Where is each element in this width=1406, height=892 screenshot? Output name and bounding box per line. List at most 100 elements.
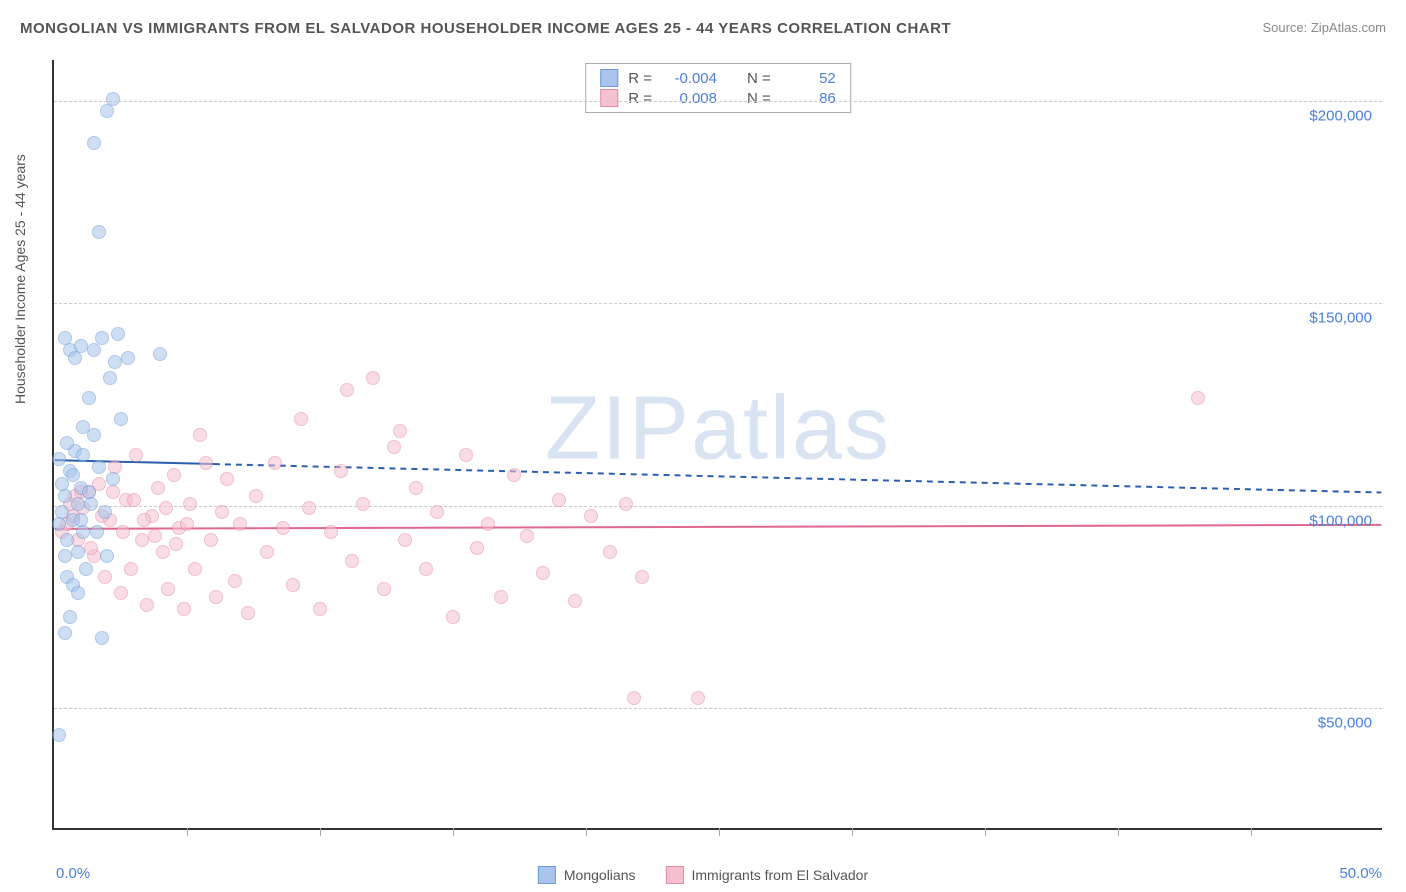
data-point — [159, 501, 173, 515]
data-point — [220, 472, 234, 486]
data-point — [76, 525, 90, 539]
y-tick-label: $150,000 — [1309, 310, 1372, 327]
gridline — [54, 303, 1382, 304]
data-point — [393, 424, 407, 438]
series-b-r: 0.008 — [662, 90, 717, 107]
data-point — [180, 517, 194, 531]
data-point — [324, 525, 338, 539]
data-point — [82, 391, 96, 405]
data-point — [68, 351, 82, 365]
data-point — [82, 485, 96, 499]
data-point — [100, 549, 114, 563]
data-point — [286, 578, 300, 592]
trend-lines — [54, 60, 1382, 828]
data-point — [536, 566, 550, 580]
data-point — [87, 343, 101, 357]
data-point — [90, 525, 104, 539]
data-point — [52, 452, 66, 466]
data-point — [151, 481, 165, 495]
data-point — [135, 533, 149, 547]
data-point — [106, 485, 120, 499]
x-tick — [985, 828, 986, 836]
data-point — [161, 582, 175, 596]
data-point — [294, 412, 308, 426]
data-point — [60, 533, 74, 547]
data-point — [106, 92, 120, 106]
r-label: R = — [628, 90, 652, 107]
data-point — [568, 594, 582, 608]
data-point — [100, 104, 114, 118]
data-point — [71, 497, 85, 511]
x-tick — [1118, 828, 1119, 836]
data-point — [619, 497, 633, 511]
data-point — [79, 562, 93, 576]
data-point — [153, 347, 167, 361]
r-label: R = — [628, 70, 652, 87]
y-axis-label: Householder Income Ages 25 - 44 years — [12, 154, 28, 404]
scatter-chart: ZIPatlas R = -0.004 N = 52 R = 0.008 N =… — [52, 60, 1382, 830]
data-point — [188, 562, 202, 576]
data-point — [58, 626, 72, 640]
data-point — [55, 477, 69, 491]
gridline — [54, 506, 1382, 507]
data-point — [74, 339, 88, 353]
data-point — [430, 505, 444, 519]
data-point — [95, 631, 109, 645]
n-label: N = — [747, 90, 771, 107]
data-point — [87, 428, 101, 442]
data-point — [507, 468, 521, 482]
data-point — [58, 549, 72, 563]
data-point — [233, 517, 247, 531]
series-a-swatch-icon — [538, 866, 556, 884]
data-point — [398, 533, 412, 547]
series-a-name: Mongolians — [564, 867, 636, 883]
series-a-n: 52 — [781, 70, 836, 87]
gridline — [54, 101, 1382, 102]
data-point — [92, 225, 106, 239]
x-tick — [320, 828, 321, 836]
data-point — [209, 590, 223, 604]
data-point — [345, 554, 359, 568]
chart-title: MONGOLIAN VS IMMIGRANTS FROM EL SALVADOR… — [20, 20, 951, 37]
x-tick — [852, 828, 853, 836]
data-point — [74, 513, 88, 527]
data-point — [58, 489, 72, 503]
data-point — [313, 602, 327, 616]
data-point — [92, 460, 106, 474]
data-point — [121, 351, 135, 365]
data-point — [635, 570, 649, 584]
data-point — [520, 529, 534, 543]
series-b-n: 86 — [781, 90, 836, 107]
data-point — [111, 327, 125, 341]
data-point — [249, 489, 263, 503]
data-point — [204, 533, 218, 547]
data-point — [193, 428, 207, 442]
data-point — [98, 570, 112, 584]
series-b-swatch-icon — [666, 866, 684, 884]
data-point — [470, 541, 484, 555]
data-point — [276, 521, 290, 535]
data-point — [334, 464, 348, 478]
data-point — [148, 529, 162, 543]
data-point — [387, 440, 401, 454]
data-point — [84, 541, 98, 555]
data-point — [60, 436, 74, 450]
series-a-r: -0.004 — [662, 70, 717, 87]
series-legend: Mongolians Immigrants from El Salvador — [538, 866, 868, 884]
data-point — [241, 606, 255, 620]
data-point — [356, 497, 370, 511]
data-point — [52, 728, 66, 742]
y-tick-label: $100,000 — [1309, 512, 1372, 529]
data-point — [215, 505, 229, 519]
data-point — [177, 602, 191, 616]
data-point — [377, 582, 391, 596]
n-label: N = — [747, 70, 771, 87]
x-tick — [453, 828, 454, 836]
x-max-label: 50.0% — [1339, 865, 1382, 882]
y-tick-label: $200,000 — [1309, 107, 1372, 124]
data-point — [340, 383, 354, 397]
data-point — [106, 472, 120, 486]
data-point — [114, 412, 128, 426]
x-tick — [1251, 828, 1252, 836]
data-point — [116, 525, 130, 539]
